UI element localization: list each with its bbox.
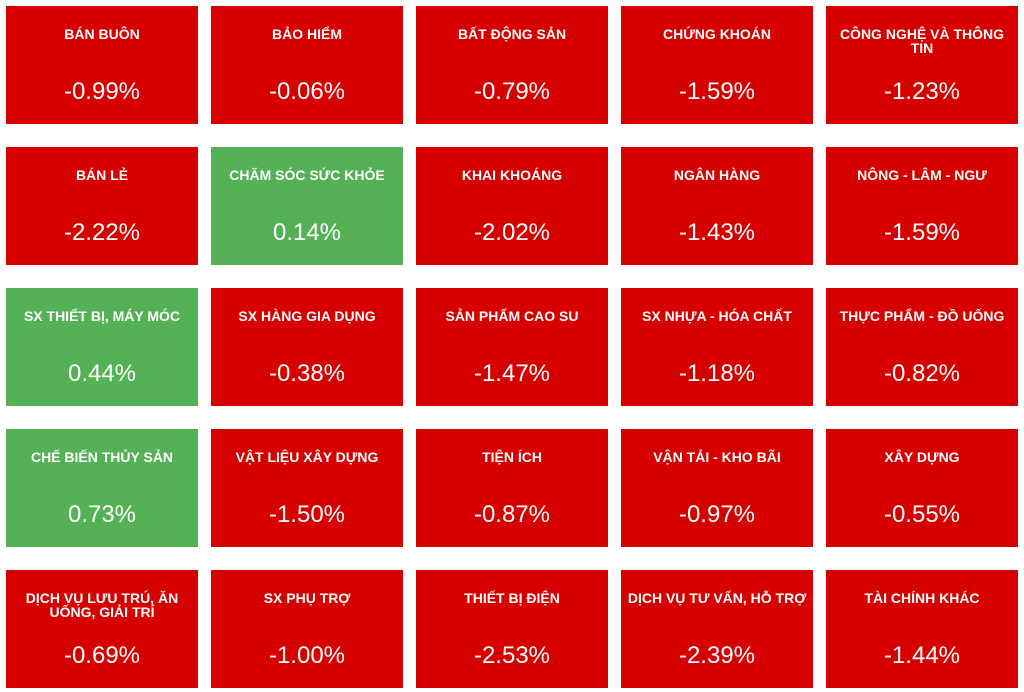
sector-label: BẢO HIỂM bbox=[272, 26, 342, 42]
sector-tile: NGÂN HÀNG -1.43% bbox=[621, 147, 813, 265]
sector-change: -1.23% bbox=[883, 78, 961, 105]
sector-label: SẢN PHẨM CAO SU bbox=[445, 308, 579, 324]
sector-label: CHĂM SÓC SỨC KHỎE bbox=[229, 167, 385, 183]
sector-change: -1.44% bbox=[883, 642, 961, 669]
sector-label: SX HÀNG GIA DỤNG bbox=[238, 308, 376, 324]
sector-label: CÔNG NGHỆ VÀ THÔNG TIN bbox=[839, 26, 1005, 56]
sector-tile: THIẾT BỊ ĐIỆN -2.53% bbox=[416, 570, 608, 688]
sector-change: -1.18% bbox=[678, 360, 756, 387]
sector-change: 0.44% bbox=[67, 360, 137, 387]
sector-change: -2.53% bbox=[473, 642, 551, 669]
sector-label: VẬN TẢI - KHO BÃI bbox=[653, 449, 781, 465]
sector-tile: VẬT LIỆU XÂY DỰNG -1.50% bbox=[211, 429, 403, 547]
sector-tile: SX THIẾT BỊ, MÁY MÓC 0.44% bbox=[6, 288, 198, 406]
sector-label: BẤT ĐỘNG SẢN bbox=[457, 26, 567, 42]
sector-label: TIỆN ÍCH bbox=[482, 449, 542, 465]
sector-tile: SX NHỰA - HÓA CHẤT -1.18% bbox=[621, 288, 813, 406]
sector-tile: DỊCH VỤ LƯU TRÚ, ĂN UỐNG, GIẢI TRÍ -0.69% bbox=[6, 570, 198, 688]
sector-tile: NÔNG - LÂM - NGƯ -1.59% bbox=[826, 147, 1018, 265]
sector-label: BÁN BUÔN bbox=[64, 26, 140, 42]
sector-tile: BÁN BUÔN -0.99% bbox=[6, 6, 198, 124]
sector-label: THỰC PHẨM - ĐỒ UỐNG bbox=[839, 308, 1005, 324]
sector-label: TÀI CHÍNH KHÁC bbox=[864, 590, 980, 606]
sector-tile: CHĂM SÓC SỨC KHỎE 0.14% bbox=[211, 147, 403, 265]
sector-tile: BÁN LẺ -2.22% bbox=[6, 147, 198, 265]
sector-change: -2.02% bbox=[473, 219, 551, 246]
sector-label: NÔNG - LÂM - NGƯ bbox=[857, 167, 987, 183]
sector-label: THIẾT BỊ ĐIỆN bbox=[464, 590, 560, 606]
sector-change: -0.55% bbox=[883, 501, 961, 528]
sector-tile: VẬN TẢI - KHO BÃI -0.97% bbox=[621, 429, 813, 547]
sector-label: CHỨNG KHOÁN bbox=[662, 26, 772, 42]
sector-change: -0.97% bbox=[678, 501, 756, 528]
sector-change: -1.43% bbox=[678, 219, 756, 246]
sector-tile: SẢN PHẨM CAO SU -1.47% bbox=[416, 288, 608, 406]
sector-label: DỊCH VỤ LƯU TRÚ, ĂN UỐNG, GIẢI TRÍ bbox=[25, 590, 179, 620]
sector-label: DỊCH VỤ TƯ VẤN, HỖ TRỢ bbox=[627, 590, 807, 606]
sector-change: -2.39% bbox=[678, 642, 756, 669]
sector-label: NGÂN HÀNG bbox=[673, 167, 761, 183]
sector-label: XÂY DỰNG bbox=[884, 449, 960, 465]
sector-tile: XÂY DỰNG -0.55% bbox=[826, 429, 1018, 547]
sector-label: SX PHỤ TRỢ bbox=[263, 590, 351, 606]
sector-label: KHAI KHOÁNG bbox=[461, 167, 563, 183]
sector-change: -0.06% bbox=[268, 78, 346, 105]
sector-tile: SX PHỤ TRỢ -1.00% bbox=[211, 570, 403, 688]
sector-change: -1.50% bbox=[268, 501, 346, 528]
sector-change: -0.38% bbox=[268, 360, 346, 387]
sector-change: -0.69% bbox=[63, 642, 141, 669]
sector-change: -0.87% bbox=[473, 501, 551, 528]
sector-tile: CHẾ BIẾN THỦY SẢN 0.73% bbox=[6, 429, 198, 547]
sector-tile: KHAI KHOÁNG -2.02% bbox=[416, 147, 608, 265]
sector-tile: CÔNG NGHỆ VÀ THÔNG TIN -1.23% bbox=[826, 6, 1018, 124]
sector-tile: BẢO HIỂM -0.06% bbox=[211, 6, 403, 124]
sector-label: SX THIẾT BỊ, MÁY MÓC bbox=[23, 308, 181, 324]
sector-change: -1.00% bbox=[268, 642, 346, 669]
sector-change: 0.14% bbox=[272, 219, 342, 246]
sector-change: -2.22% bbox=[63, 219, 141, 246]
sector-label: SX NHỰA - HÓA CHẤT bbox=[642, 308, 792, 324]
sector-change: -0.79% bbox=[473, 78, 551, 105]
sector-tile: SX HÀNG GIA DỤNG -0.38% bbox=[211, 288, 403, 406]
sector-tile: BẤT ĐỘNG SẢN -0.79% bbox=[416, 6, 608, 124]
sector-change: 0.73% bbox=[67, 501, 137, 528]
sector-tile: THỰC PHẨM - ĐỒ UỐNG -0.82% bbox=[826, 288, 1018, 406]
sector-change: -0.99% bbox=[63, 78, 141, 105]
sector-label: CHẾ BIẾN THỦY SẢN bbox=[30, 449, 174, 465]
sector-change: -1.47% bbox=[473, 360, 551, 387]
sector-label: BÁN LẺ bbox=[75, 167, 129, 183]
sector-change: -1.59% bbox=[678, 78, 756, 105]
sector-tile: TIỆN ÍCH -0.87% bbox=[416, 429, 608, 547]
sector-change: -1.59% bbox=[883, 219, 961, 246]
sector-label: VẬT LIỆU XÂY DỰNG bbox=[235, 449, 379, 465]
sector-tile: DỊCH VỤ TƯ VẤN, HỖ TRỢ -2.39% bbox=[621, 570, 813, 688]
sector-change: -0.82% bbox=[883, 360, 961, 387]
sector-tile: CHỨNG KHOÁN -1.59% bbox=[621, 6, 813, 124]
sector-tile: TÀI CHÍNH KHÁC -1.44% bbox=[826, 570, 1018, 688]
